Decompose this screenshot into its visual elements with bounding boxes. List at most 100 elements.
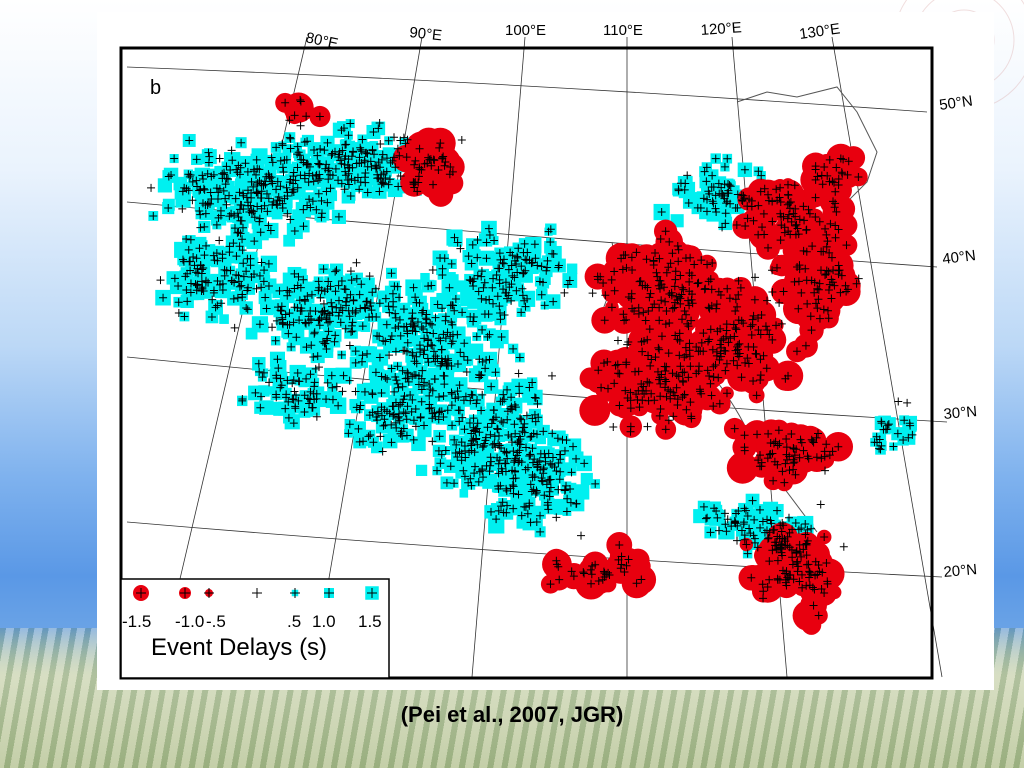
event-cross — [747, 573, 756, 582]
event-cross — [422, 319, 431, 328]
event-cross — [707, 285, 716, 294]
event-cross — [757, 458, 766, 467]
event-cross — [646, 289, 655, 298]
event-cross — [510, 456, 519, 465]
event-cross — [512, 451, 521, 460]
event-cross — [307, 341, 316, 350]
event-cross — [378, 150, 387, 159]
negative-delay-marker — [428, 181, 454, 207]
event-cross — [225, 242, 234, 251]
event-cross — [775, 439, 784, 448]
event-cross — [817, 585, 826, 594]
event-cross — [366, 157, 375, 166]
event-cross — [685, 269, 694, 278]
event-cross — [876, 445, 885, 454]
event-cross — [515, 353, 524, 362]
event-cross — [552, 466, 561, 475]
event-cross — [784, 210, 793, 219]
event-cross — [687, 316, 696, 325]
event-cross — [884, 420, 893, 429]
event-cross — [382, 320, 391, 329]
event-cross — [613, 336, 622, 345]
lat-label-40n: 40°N — [941, 247, 976, 268]
event-cross — [429, 347, 438, 356]
event-cross — [260, 266, 269, 275]
event-cross — [372, 162, 381, 171]
event-cross — [622, 315, 631, 324]
event-cross — [435, 432, 444, 441]
event-cross — [759, 587, 768, 596]
event-cross — [854, 274, 863, 283]
event-cross — [703, 366, 712, 375]
event-cross — [294, 396, 303, 405]
event-cross — [552, 556, 561, 565]
event-cross — [496, 309, 505, 318]
event-cross — [337, 276, 346, 285]
event-cross — [597, 383, 606, 392]
event-cross — [196, 223, 205, 232]
event-cross — [324, 318, 333, 327]
event-cross — [741, 506, 750, 515]
event-cross — [521, 302, 530, 311]
event-cross — [286, 144, 295, 153]
event-cross — [276, 156, 285, 165]
event-cross — [758, 580, 767, 589]
event-cross — [239, 272, 248, 281]
event-cross — [193, 264, 202, 273]
event-cross — [238, 223, 247, 232]
event-cross — [227, 209, 236, 218]
event-cross — [262, 172, 271, 181]
event-cross — [532, 486, 541, 495]
event-cross — [508, 466, 517, 475]
event-cross — [780, 223, 789, 232]
event-cross — [235, 282, 244, 291]
event-cross — [806, 312, 815, 321]
event-cross — [283, 188, 292, 197]
positive-delay-marker — [414, 341, 425, 352]
event-cross — [773, 556, 782, 565]
event-cross — [189, 252, 198, 261]
event-cross — [222, 266, 231, 275]
event-cross — [466, 312, 475, 321]
event-cross — [387, 438, 396, 447]
event-cross — [477, 267, 486, 276]
event-cross — [296, 96, 305, 105]
event-cross — [852, 279, 861, 288]
event-cross — [758, 517, 767, 526]
event-cross — [192, 155, 201, 164]
event-cross — [375, 299, 384, 308]
event-cross — [390, 133, 399, 142]
event-cross — [778, 534, 787, 543]
event-cross — [697, 338, 706, 347]
event-cross — [834, 270, 843, 279]
event-cross — [434, 166, 443, 175]
event-cross — [315, 321, 324, 330]
event-cross — [327, 371, 336, 380]
event-cross — [734, 276, 743, 285]
event-cross — [655, 303, 664, 312]
northeast-border — [736, 86, 878, 223]
event-cross — [363, 188, 372, 197]
event-cross — [409, 435, 418, 444]
event-cross — [388, 289, 397, 298]
event-cross — [831, 199, 840, 208]
event-cross — [803, 536, 812, 545]
event-cross — [501, 289, 510, 298]
event-cross — [811, 175, 820, 184]
event-cross — [713, 513, 722, 522]
event-cross — [198, 171, 207, 180]
event-cross — [360, 387, 369, 396]
event-cross — [786, 197, 795, 206]
event-cross — [395, 151, 404, 160]
event-cross — [259, 277, 268, 286]
event-cross — [563, 494, 572, 503]
event-cross — [345, 420, 354, 429]
event-cross — [673, 296, 682, 305]
event-cross — [346, 267, 355, 276]
event-cross — [381, 373, 390, 382]
event-cross — [385, 175, 394, 184]
event-cross — [531, 489, 540, 498]
event-cross — [373, 416, 382, 425]
event-cross — [843, 170, 852, 179]
event-cross — [734, 341, 742, 350]
